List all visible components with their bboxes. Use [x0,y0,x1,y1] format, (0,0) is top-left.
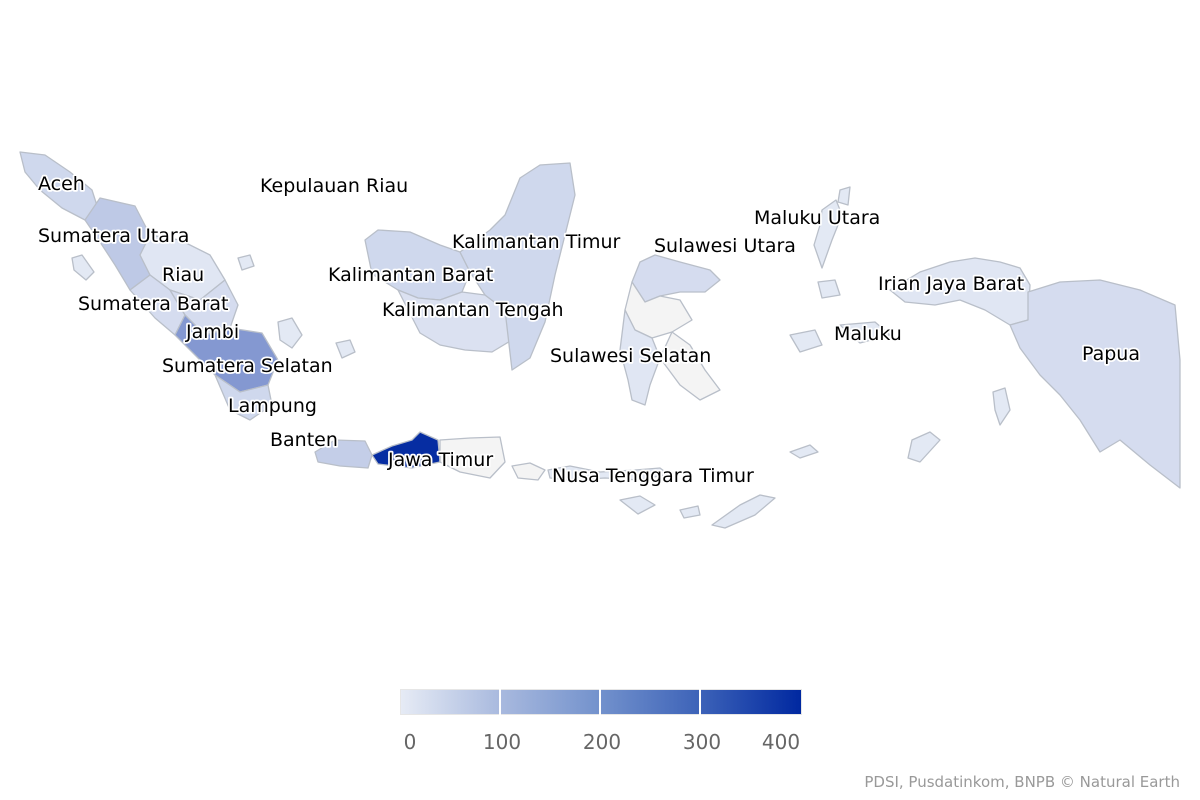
province-ntt-5[interactable] [679,505,701,519]
map-label-jawa-timur: Jawa Timur [387,449,493,471]
province-papua[interactable] [1009,279,1181,489]
province-sulawesi-selatan[interactable] [619,309,661,406]
province-ntt-1[interactable] [547,465,669,481]
map-label-lampung: Lampung [228,395,317,417]
province-kepulauan-riau-3[interactable] [237,254,255,271]
map-label-irian-jaya-barat: Irian Jaya Barat [878,273,1024,295]
province-jawa-timur[interactable] [371,431,441,469]
map-label-kalimantan-timur: Kalimantan Timur [452,231,621,253]
map-label-sulawesi-selatan: Sulawesi Selatan [550,345,711,367]
map-label-papua: Papua [1082,343,1140,365]
province-maluku-4[interactable] [907,431,941,463]
legend-divider [699,689,701,715]
map-label-maluku: Maluku [834,323,902,345]
legend-tick-100: 100 [482,730,522,754]
province-maluku-utara-1[interactable] [813,199,843,269]
legend-tick-0: 0 [403,730,417,754]
map-label-sumatera-selatan: Sumatera Selatan [162,355,333,377]
map-label-riau: Riau [162,264,204,286]
map-label-sumatera-utara: Sumatera Utara [38,225,189,247]
map-label-kepulauan-riau: Kepulauan Riau [260,175,408,197]
map-label-kalimantan-barat: Kalimantan Barat [328,264,493,286]
legend-tick-400: 400 [761,730,801,754]
map-label-banten: Banten [270,429,338,451]
province-lampung[interactable] [214,374,273,421]
province-banten[interactable] [314,439,373,469]
province-ntt-4[interactable] [789,444,819,459]
map-label-sulawesi-utara: Sulawesi Utara [654,235,796,257]
province-bali-ntb[interactable] [511,462,546,481]
map-label-maluku-utara: Maluku Utara [754,207,880,229]
province-kepulauan-riau-1[interactable] [277,317,303,349]
map-label-aceh: Aceh [38,173,85,195]
province-maluku-3[interactable] [992,387,1011,426]
province-ntt-3[interactable] [711,494,776,529]
province-maluku-2[interactable] [839,321,891,344]
legend-divider [499,689,501,715]
legend-tick-200: 200 [582,730,622,754]
legend-tick-300: 300 [682,730,722,754]
legend-divider [599,689,601,715]
province-maluku-utara-3[interactable] [817,279,841,299]
province-sulawesi-north[interactable] [631,254,721,303]
province-maluku-utara-2[interactable] [837,186,851,206]
map-label-jambi: Jambi [185,321,239,343]
province-jawa-east[interactable] [439,436,506,479]
province-kalimantan-timur[interactable] [459,162,576,371]
map-label-nusa-tenggara-timur: Nusa Tenggara Timur [552,465,754,487]
color-scale-bar [400,689,802,715]
map-label-sumatera-barat: Sumatera Barat [78,293,228,315]
map-label-kalimantan-tengah: Kalimantan Tengah [382,299,564,321]
province-sumatera-selatan[interactable] [174,314,279,393]
province-kepulauan-riau-4[interactable] [71,254,95,281]
province-sulawesi-southeast[interactable] [659,331,721,401]
province-maluku-1[interactable] [789,329,823,353]
map-credits: PDSI, Pusdatinkom, BNPB © Natural Earth [864,773,1180,791]
province-kepulauan-riau-2[interactable] [335,339,356,359]
color-legend [400,689,802,715]
province-kalimantan-barat[interactable] [364,229,471,301]
province-ntt-2[interactable] [619,495,656,515]
